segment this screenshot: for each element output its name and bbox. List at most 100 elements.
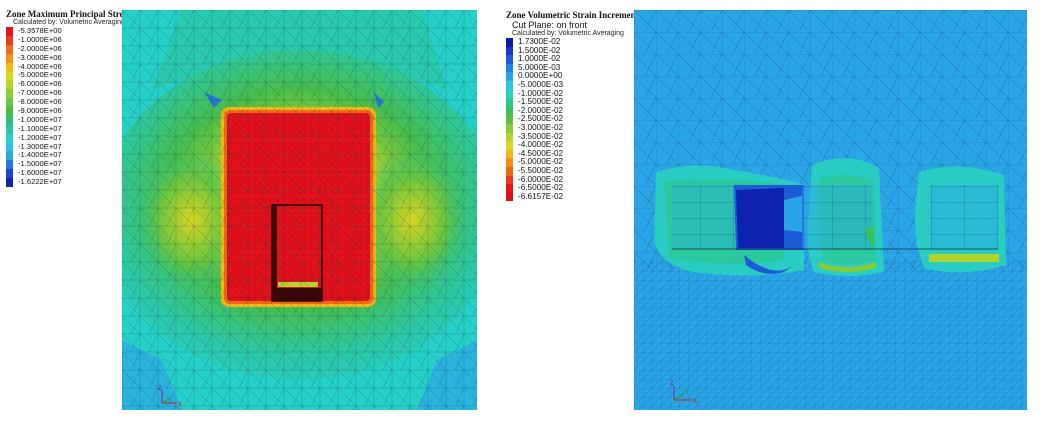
stress-legend-entry: -1.5000E+07 bbox=[6, 159, 131, 170]
stress-legend-label: -4.0000E+06 bbox=[18, 61, 62, 71]
strain-legend-items: 1.7300E-02 1.5000E-02 1.0000E-02 5.0000E-03… bbox=[506, 37, 639, 202]
axis-x-label-right: X bbox=[693, 399, 697, 405]
stress-legend-swatch bbox=[6, 169, 13, 179]
stress-legend-label: -3.0000E+06 bbox=[18, 52, 62, 62]
stress-legend-label: -9.0000E+06 bbox=[18, 106, 62, 116]
strain-legend-swatch bbox=[506, 55, 513, 64]
tunnel-left-floor-heave bbox=[744, 255, 794, 274]
strain-legend-entry: -5.5000E-02 bbox=[506, 166, 639, 176]
strain-legend-entry: -4.5000E-02 bbox=[506, 149, 639, 159]
stress-legend-swatch bbox=[6, 133, 13, 143]
stress-legend-swatch bbox=[6, 71, 13, 81]
stress-mesh-overlay bbox=[122, 10, 477, 410]
stress-legend-swatch bbox=[6, 98, 13, 108]
strain-legend-subtitle: Calculated by: Volumetric Averaging bbox=[512, 30, 624, 37]
strain-lower-mesh bbox=[634, 260, 1027, 410]
strain-legend-entry: -6.5000E-02 bbox=[506, 183, 639, 193]
strain-legend-label: -2.5000E-02 bbox=[518, 114, 564, 124]
stress-legend-swatch bbox=[6, 27, 13, 36]
strain-legend-swatch bbox=[506, 46, 513, 56]
strain-legend-label: -3.0000E-02 bbox=[518, 122, 564, 132]
strain-legend-entry: 1.7300E-02 bbox=[506, 37, 639, 47]
stress-legend-entry: -1.1000E+07 bbox=[6, 123, 131, 134]
stress-legend-label: -5.0000E+06 bbox=[18, 70, 62, 80]
strain-axes-triad: Z X Y bbox=[670, 381, 697, 405]
strain-legend-swatch bbox=[506, 166, 513, 176]
stress-legend-entry: -2.0000E+06 bbox=[6, 43, 131, 54]
stress-legend-entry: -5.3578E+00 bbox=[6, 26, 131, 36]
strain-legend-swatch bbox=[506, 80, 513, 90]
axis-y-label-right: Y bbox=[685, 390, 689, 396]
stress-legend-label: -7.0000E+06 bbox=[18, 88, 62, 98]
stress-legend-label: -1.1000E+07 bbox=[18, 123, 62, 133]
strain-legend-entry: -5.0000E-03 bbox=[506, 79, 639, 90]
stress-legend-swatch bbox=[6, 53, 13, 63]
stress-legend-entry: -7.0000E+06 bbox=[6, 88, 131, 99]
strain-legend-label: -6.6157E-02 bbox=[518, 191, 564, 201]
strain-legend-entry: -4.0000E-02 bbox=[506, 141, 639, 150]
strain-legend-label: -6.0000E-02 bbox=[518, 174, 564, 184]
strain-legend-entry: -5.0000E-02 bbox=[506, 158, 639, 167]
stress-legend-label: -1.0000E+07 bbox=[18, 114, 62, 124]
stress-legend-subtitle: Calculated by: Volumetric Averaging bbox=[13, 19, 125, 26]
stress-legend-entry: -6.0000E+06 bbox=[6, 79, 131, 90]
stress-legend-entry: -3.0000E+06 bbox=[6, 52, 131, 63]
axis-x-label: X bbox=[178, 402, 182, 408]
strain-legend-label: 0.0000E+00 bbox=[518, 71, 563, 81]
strain-legend-label: -5.0000E-02 bbox=[518, 157, 564, 167]
strain-legend-entry: -1.0000E-02 bbox=[506, 88, 639, 99]
strain-legend-swatch bbox=[506, 89, 513, 99]
strain-legend-label: -2.0000E-02 bbox=[518, 105, 564, 115]
stress-legend-entry: -1.0000E+07 bbox=[6, 114, 131, 125]
stress-legend-swatch bbox=[6, 80, 13, 90]
strain-legend-entry: 1.0000E-02 bbox=[506, 55, 639, 64]
stress-legend-label: -2.0000E+06 bbox=[18, 43, 62, 53]
strain-legend-swatch bbox=[506, 123, 513, 133]
stress-legend-label: -5.3578E+00 bbox=[18, 26, 62, 35]
stress-legend-entry: -1.6000E+07 bbox=[6, 168, 131, 179]
stress-axes-triad: Z X bbox=[158, 386, 182, 408]
stress-legend-label: -1.5000E+07 bbox=[18, 159, 62, 169]
strain-legend-label: -1.0000E-02 bbox=[518, 88, 564, 98]
strain-legend-swatch bbox=[506, 141, 513, 150]
strain-legend-swatch bbox=[506, 158, 513, 167]
tunnel-right-grid bbox=[930, 185, 998, 249]
stress-contour-plot: Z X bbox=[100, 10, 500, 410]
stress-legend-swatch bbox=[6, 124, 13, 134]
strain-legend-swatch bbox=[506, 72, 513, 81]
strain-legend-label: 5.0000E-03 bbox=[518, 62, 561, 72]
strain-legend-swatch bbox=[506, 98, 513, 107]
stress-legend: Zone Maximum Principal Stress Calculated… bbox=[6, 9, 131, 188]
stress-legend-label: -1.6000E+07 bbox=[18, 168, 62, 178]
stress-legend-swatch bbox=[6, 62, 13, 72]
stress-contour-svg: Z X bbox=[100, 10, 500, 410]
strain-contour-plot: Z X Y bbox=[634, 10, 1027, 410]
strain-legend-entry: -3.0000E-02 bbox=[506, 122, 639, 133]
stress-legend-label: -6.0000E+06 bbox=[18, 79, 62, 89]
strain-legend-entry: 1.5000E-02 bbox=[506, 46, 639, 56]
strain-legend-swatch bbox=[506, 38, 513, 47]
strain-legend-entry: -3.5000E-02 bbox=[506, 132, 639, 142]
stress-legend-entry: -1.4000E+07 bbox=[6, 151, 131, 161]
strain-legend-label: 1.7300E-02 bbox=[518, 37, 561, 46]
strain-legend-entry: 5.0000E-03 bbox=[506, 62, 639, 73]
stress-legend-label: -1.6222E+07 bbox=[18, 177, 62, 187]
tunnel-left-grid-lines bbox=[672, 185, 737, 249]
stress-legend-label: -1.0000E+06 bbox=[18, 34, 62, 44]
stress-legend-title: Zone Maximum Principal Stress bbox=[6, 9, 131, 19]
strain-legend-entry: -1.5000E-02 bbox=[506, 98, 639, 107]
strain-legend-label: -5.0000E-03 bbox=[518, 79, 564, 89]
stress-legend-swatch bbox=[6, 44, 13, 54]
strain-legend-swatch bbox=[506, 63, 513, 73]
strain-legend: Zone Volumetric Strain Increment Cut Pla… bbox=[506, 10, 639, 202]
strain-legend-title: Zone Volumetric Strain Increment bbox=[506, 10, 639, 20]
strain-legend-entry: -2.0000E-02 bbox=[506, 105, 639, 116]
strain-legend-entry: -6.6157E-02 bbox=[506, 191, 639, 202]
stress-legend-entry: -1.3000E+07 bbox=[6, 142, 131, 152]
stress-legend-entry: -4.0000E+06 bbox=[6, 61, 131, 72]
stress-legend-swatch bbox=[6, 89, 13, 99]
stress-legend-swatch bbox=[6, 115, 13, 125]
strain-legend-swatch bbox=[506, 192, 513, 202]
stress-legend-swatch bbox=[6, 107, 13, 116]
strain-legend-swatch bbox=[506, 132, 513, 142]
